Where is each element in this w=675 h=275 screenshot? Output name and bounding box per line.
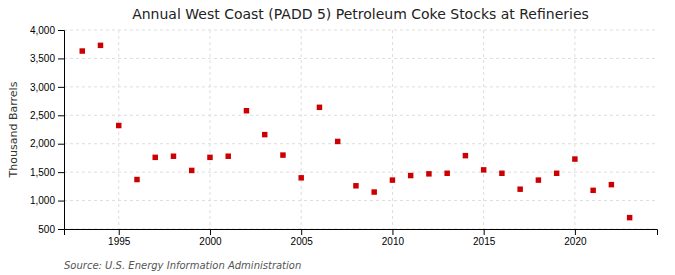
y-tick-mark <box>58 58 64 59</box>
x-tick-label: 2005 <box>291 236 314 247</box>
point <box>609 182 614 187</box>
y-tick-label: 3,000 <box>30 82 55 93</box>
y-tick: 4,000 <box>30 25 64 36</box>
y-tick-label: 1,000 <box>30 195 55 206</box>
y-tick-label: 1,500 <box>30 167 55 178</box>
point <box>463 153 468 158</box>
title: Annual West Coast (PADD 5) Petroleum Cok… <box>132 6 589 22</box>
y-grid-line <box>64 143 657 144</box>
y-tick: 2,500 <box>30 110 64 121</box>
point <box>371 189 376 194</box>
point <box>152 155 157 160</box>
point <box>80 48 85 53</box>
point <box>408 173 413 178</box>
y-grid-line <box>64 30 657 31</box>
point <box>116 123 121 128</box>
y-tick-label: 2,500 <box>30 110 55 121</box>
y-tick-mark <box>58 229 64 230</box>
point <box>335 139 340 144</box>
x-tick-mark <box>575 229 576 235</box>
point <box>317 105 322 110</box>
chart-svg: 1995 2000 2005 2010 2015 2020 500 1,000 1,500 2,0… <box>0 0 675 275</box>
point <box>536 177 541 182</box>
x-axis-line <box>65 230 658 236</box>
plot-area: 1995 2000 2005 2010 2015 2020 500 1,000 1,500 2,0… <box>30 25 658 247</box>
y-grid-line <box>64 86 657 87</box>
point <box>390 177 395 182</box>
y-grid-line <box>64 200 657 201</box>
x-tick-mark <box>392 229 393 235</box>
point <box>572 156 577 161</box>
point <box>262 132 267 137</box>
y-tick: 3,000 <box>30 82 64 93</box>
point <box>426 171 431 176</box>
x-tick: 2000 <box>199 229 222 247</box>
point <box>627 215 632 220</box>
point <box>171 153 176 158</box>
y-grid-line <box>64 172 657 173</box>
y-tick: 1,000 <box>30 195 64 206</box>
x-tick-label: 1995 <box>108 236 131 247</box>
x-grid-line <box>118 30 119 229</box>
x-tick: 2010 <box>382 229 405 247</box>
y-tick-mark <box>58 115 64 116</box>
x-grid-line <box>483 30 484 229</box>
y-tick-label: 500 <box>38 224 55 235</box>
y-tick: 2,000 <box>30 138 64 149</box>
x-tick-mark <box>301 229 302 235</box>
y-tick-mark <box>58 87 64 88</box>
y-tick: 3,500 <box>30 53 64 64</box>
x-tick-label: 2015 <box>473 236 496 247</box>
point <box>499 171 504 176</box>
point <box>517 186 522 191</box>
y-tick-mark <box>58 201 64 202</box>
y-tick: 500 <box>38 224 64 235</box>
x-tick: 1995 <box>108 229 131 247</box>
y-axis-line <box>58 31 65 230</box>
point <box>298 175 303 180</box>
chart-container: 1995 2000 2005 2010 2015 2020 500 1,000 1,500 2,0… <box>0 0 675 275</box>
y-tick-mark <box>58 30 64 31</box>
annotation: Source: U.S. Energy Information Administ… <box>64 260 301 271</box>
x-tick: 2015 <box>473 229 496 247</box>
x-grid-line <box>574 30 575 229</box>
point <box>590 188 595 193</box>
y-tick-label: 3,500 <box>30 53 55 64</box>
point <box>98 43 103 48</box>
x-tick-mark <box>119 229 120 235</box>
y-grid-line <box>64 58 657 59</box>
marks <box>80 43 633 221</box>
x-tick-label: 2020 <box>564 236 587 247</box>
y-axis: 500 1,000 1,500 2,000 2,500 3,000 3,500 4,000 <box>30 25 65 235</box>
point <box>207 155 212 160</box>
x-axis: 1995 2000 2005 2010 2015 2020 <box>65 229 658 247</box>
point <box>244 108 249 113</box>
point <box>134 177 139 182</box>
point <box>189 168 194 173</box>
point <box>280 152 285 157</box>
point <box>353 183 358 188</box>
point <box>554 171 559 176</box>
x-tick: 2020 <box>564 229 587 247</box>
y-grid-line <box>64 115 657 116</box>
x-grid-line <box>209 30 210 229</box>
x-tick-mark <box>210 229 211 235</box>
y-tick-label: 2,000 <box>30 138 55 149</box>
grid <box>64 30 657 229</box>
x-tick-mark <box>484 229 485 235</box>
x-tick: 2005 <box>291 229 314 247</box>
point <box>444 171 449 176</box>
x-grid-line <box>301 30 302 229</box>
point <box>481 167 486 172</box>
x-tick-label: 2010 <box>382 236 405 247</box>
y-axis-title: Thousand Barrels <box>7 81 20 178</box>
y-tick-label: 4,000 <box>30 25 55 36</box>
x-tick-label: 2000 <box>199 236 222 247</box>
y-tick: 1,500 <box>30 167 64 178</box>
x-grid-line <box>392 30 393 229</box>
point <box>225 153 230 158</box>
y-tick-mark <box>58 172 64 173</box>
y-tick-mark <box>58 144 64 145</box>
